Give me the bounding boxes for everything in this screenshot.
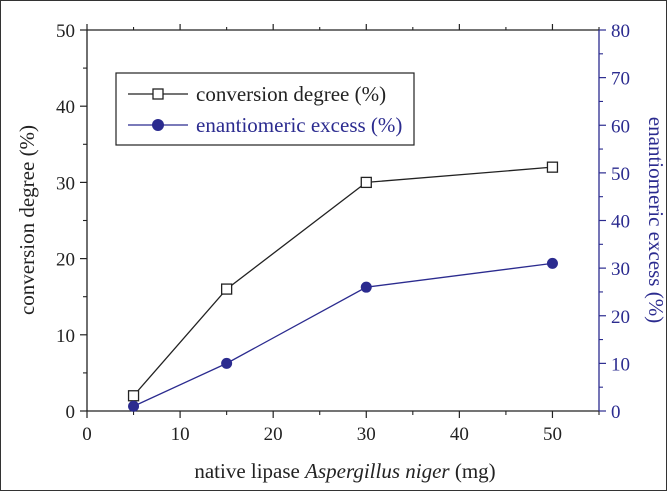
y-axis-right-title: enantiomeric excess (%) [644,117,666,323]
data-point-conversion [546,161,559,173]
x-axis-title-italic: Aspergillus niger [303,459,450,483]
y-right-tick-label: 30 [611,259,630,280]
legend-label-enantiomeric: enantiomeric excess (%) [196,113,402,137]
y-right-tick-label: 60 [611,116,630,137]
y-left-tick-label: 20 [56,250,75,271]
y-right-tick-label: 10 [611,354,630,375]
y-axis-left-title: conversion degree (%) [15,125,39,315]
x-tick-label: 10 [171,424,190,445]
data-point-conversion [220,283,233,295]
x-tick-label: 40 [450,424,469,445]
series-line-conversion [133,166,553,397]
y-right-tick-label: 0 [611,402,621,423]
data-point-enantiomeric [546,257,558,269]
x-tick-label: 50 [543,424,562,445]
y-left-tick-label: 40 [56,97,75,118]
legend-box [115,72,415,146]
x-tick-label: 30 [357,424,376,445]
y-left-tick-label: 30 [56,173,75,194]
x-tick-label: 20 [264,424,283,445]
y-right-tick-label: 40 [611,212,630,233]
legend: conversion degree (%) enantiomeric exces… [115,72,415,146]
y-right-tick-label: 80 [611,21,630,42]
series-layer [127,161,559,412]
y-left-tick-label: 10 [56,326,75,347]
axes-layer: 0 10 20 30 40 50 0 10 20 30 40 50 0 10 20 30 40 50 60 70 80 [56,21,630,445]
y-right-tick-label: 20 [611,307,630,328]
x-axis-title-suffix: (mg) [450,459,496,483]
data-point-enantiomeric [221,357,233,369]
y-right-tick-label: 50 [611,164,630,185]
data-point-conversion [360,176,372,189]
x-tick-label: 0 [82,424,92,445]
legend-marker-enantiomeric [152,119,164,131]
data-point-enantiomeric [128,400,140,412]
legend-label-conversion: conversion degree (%) [196,82,386,106]
x-axis-title: native lipase Aspergillus niger (mg) [194,459,495,483]
series-line-enantiomeric [133,262,553,407]
y-left-tick-label: 50 [56,21,75,42]
y-right-tick-label: 70 [611,69,630,90]
data-point-conversion [127,390,140,402]
data-point-enantiomeric [360,281,372,293]
legend-marker-conversion [152,88,164,100]
x-axis-title-prefix: native lipase [194,459,305,483]
y-left-tick-label: 0 [66,402,76,423]
